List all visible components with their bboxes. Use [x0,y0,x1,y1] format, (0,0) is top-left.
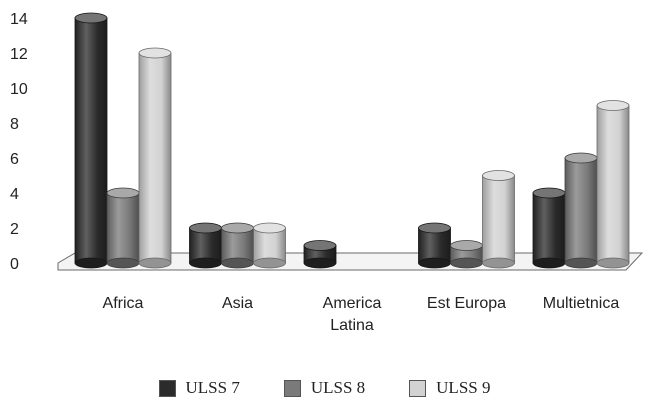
bar-base [418,257,451,269]
bar [303,240,337,269]
legend-label: ULSS 8 [310,378,366,397]
bar-cap [532,187,566,199]
bar-cap [303,240,337,251]
bar [221,222,254,269]
bar-cap [189,222,222,234]
bar [564,152,598,269]
bar [74,12,108,269]
bar [482,170,515,269]
bar-body [564,157,598,264]
bar-cap [564,152,598,164]
bar-body [74,17,108,264]
bar [106,187,140,269]
bar-base [138,257,172,269]
y-tick-label: 8 [10,116,19,133]
x-category-label: Asia [222,295,253,312]
bar-body [106,192,140,264]
bar-chart-plot: 0 2 4 6 8 10 12 14 Africa Asia America Latina Est Eu… [10,11,644,334]
bar-base [221,257,254,269]
bar [532,187,566,269]
bar-cap [418,222,451,234]
bar [189,222,222,269]
legend-item: ULSS 8 [283,378,366,398]
bar-base [74,257,108,269]
bar-cap [482,170,515,181]
legend-swatch [283,379,301,397]
x-category-label: Multietnica [543,295,620,312]
bar-body [532,192,566,264]
bar [138,47,172,269]
y-tick-label: 10 [10,81,28,98]
bar-base [450,257,483,269]
chart-legend: ULSS 7 ULSS 8 ULSS 9 [0,378,649,398]
bar-body [189,227,222,264]
x-category-label: Est Europa [427,295,506,312]
bar [418,222,451,269]
bar-body [596,105,630,264]
bar [253,222,286,269]
bar [450,240,483,269]
bar-base [303,257,337,269]
y-tick-label: 4 [10,186,19,203]
legend-label: ULSS 9 [436,378,491,397]
y-tick-label: 2 [10,221,19,238]
bar-base [564,257,598,269]
y-tick-label: 0 [10,256,19,273]
bar-cap [596,100,630,111]
legend-item: ULSS 7 [158,378,240,398]
y-tick-label: 14 [10,11,28,28]
bar [596,100,630,269]
bar-cap [450,240,483,251]
bar-body [138,52,172,264]
x-category-label: Africa [103,295,144,312]
y-tick-label: 6 [10,151,19,168]
legend-swatch [158,379,176,397]
bar-base [253,257,286,269]
bar-body [221,227,254,264]
bar-cap [253,222,286,234]
bar-body [482,175,515,264]
bar-base [532,257,566,269]
legend-label: ULSS 7 [185,378,240,397]
bar-cap [106,187,140,199]
legend-swatch [409,379,427,397]
legend-item: ULSS 9 [409,378,490,398]
bar-base [189,257,222,269]
bar-base [106,257,140,269]
bar-cap [138,47,172,59]
bar-base [596,257,630,269]
bar-cap [74,12,108,24]
bar-cap [221,222,254,234]
bar-base [482,257,515,269]
x-category-label: America Latina [323,295,382,334]
y-tick-label: 12 [10,46,28,63]
